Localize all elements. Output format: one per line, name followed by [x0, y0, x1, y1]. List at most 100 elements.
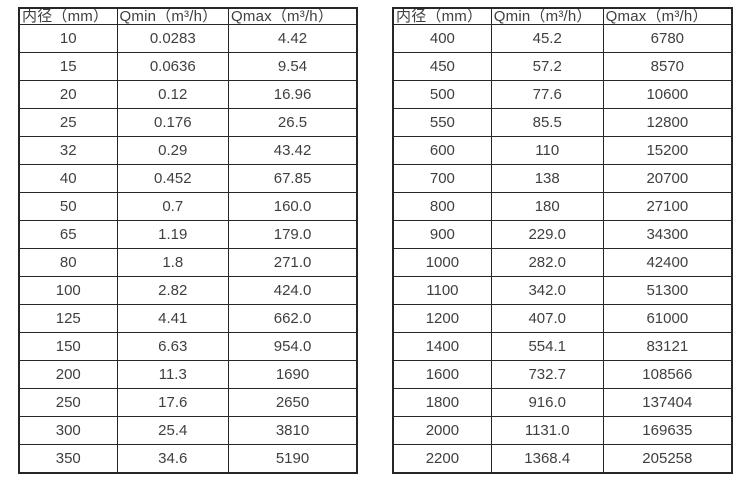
- table-cell: 2.82: [116, 275, 230, 305]
- table-cell: 554.1: [490, 331, 604, 361]
- table-cell: 250: [18, 387, 118, 417]
- table-cell: 160.0: [228, 191, 358, 221]
- table-cell: 77.6: [490, 79, 604, 109]
- table-cell: 100: [18, 275, 118, 305]
- table-cell: 2000: [392, 415, 492, 445]
- table-row: 1600 732.7 108566: [392, 359, 733, 389]
- table-row: 25 0.176 26.5: [18, 107, 358, 137]
- table-cell: 20700: [602, 163, 733, 193]
- table-cell: 180: [490, 191, 604, 221]
- table-row: 250 17.6 2650: [18, 387, 358, 417]
- table-cell: 900: [392, 219, 492, 249]
- table-row: 550 85.5 12800: [392, 107, 733, 137]
- table-cell: 150: [18, 331, 118, 361]
- table-cell: 10600: [602, 79, 733, 109]
- table-cell: 205258: [602, 443, 733, 474]
- table-cell: 4.41: [116, 303, 230, 333]
- table-cell: 300: [18, 415, 118, 445]
- table-row: 500 77.6 10600: [392, 79, 733, 109]
- table-row: 200 11.3 1690: [18, 359, 358, 389]
- table-cell: 0.0283: [116, 24, 230, 53]
- table-row: 125 4.41 662.0: [18, 303, 358, 333]
- table-cell: 32: [18, 135, 118, 165]
- table-row: 350 34.6 5190: [18, 443, 358, 474]
- table-row: 1800 916.0 137404: [392, 387, 733, 417]
- table-cell: 1100: [392, 275, 492, 305]
- table-cell: 550: [392, 107, 492, 137]
- table-cell: 8570: [602, 51, 733, 81]
- table-cell: 17.6: [116, 387, 230, 417]
- table-cell: 1690: [228, 359, 358, 389]
- header-row: 内径（mm） Qmin（m³/h） Qmax（m³/h）: [18, 7, 358, 25]
- table-cell: 34.6: [116, 443, 230, 474]
- table-cell: 2650: [228, 387, 358, 417]
- table-row: 300 25.4 3810: [18, 415, 358, 445]
- table-cell: 40: [18, 163, 118, 193]
- table-cell: 0.452: [116, 163, 230, 193]
- table-cell: 5190: [228, 443, 358, 474]
- table-cell: 11.3: [116, 359, 230, 389]
- table-cell: 0.7: [116, 191, 230, 221]
- table-row: 400 45.2 6780: [392, 24, 733, 53]
- table-cell: 65: [18, 219, 118, 249]
- table-cell: 61000: [602, 303, 733, 333]
- table-cell: 0.0636: [116, 51, 230, 81]
- table-cell: 662.0: [228, 303, 358, 333]
- table-cell: 80: [18, 247, 118, 277]
- table-row: 100 2.82 424.0: [18, 275, 358, 305]
- table-cell: 138: [490, 163, 604, 193]
- table-cell: 1600: [392, 359, 492, 389]
- header-inner-diameter: 内径（mm）: [392, 7, 492, 25]
- table-cell: 15200: [602, 135, 733, 165]
- header-qmax: Qmax（m³/h）: [602, 7, 733, 25]
- table-row: 2000 1131.0 169635: [392, 415, 733, 445]
- table-cell: 271.0: [228, 247, 358, 277]
- table-cell: 179.0: [228, 219, 358, 249]
- table-body: 10 0.0283 4.42 15 0.0636 9.54 20 0.12 16.96 25 0.1…: [18, 24, 358, 474]
- table-cell: 45.2: [490, 24, 604, 53]
- table-cell: 25: [18, 107, 118, 137]
- table-cell: 0.12: [116, 79, 230, 109]
- table-row: 32 0.29 43.42: [18, 135, 358, 165]
- table-cell: 1400: [392, 331, 492, 361]
- flow-table-large-diameters: 内径（mm） Qmin（m³/h） Qmax（m³/h） 400 45.2 6780…: [392, 7, 733, 474]
- table-cell: 424.0: [228, 275, 358, 305]
- table-cell: 1368.4: [490, 443, 604, 474]
- table-cell: 700: [392, 163, 492, 193]
- table-row: 700 138 20700: [392, 163, 733, 193]
- table-cell: 3810: [228, 415, 358, 445]
- header-row: 内径（mm） Qmin（m³/h） Qmax（m³/h）: [392, 7, 733, 25]
- table-row: 20 0.12 16.96: [18, 79, 358, 109]
- table-cell: 6780: [602, 24, 733, 53]
- table-row: 1400 554.1 83121: [392, 331, 733, 361]
- table-cell: 450: [392, 51, 492, 81]
- table-row: 65 1.19 179.0: [18, 219, 358, 249]
- table-cell: 125: [18, 303, 118, 333]
- header-inner-diameter: 内径（mm）: [18, 7, 118, 25]
- table-row: 450 57.2 8570: [392, 51, 733, 81]
- table-cell: 12800: [602, 107, 733, 137]
- table-cell: 0.176: [116, 107, 230, 137]
- table-cell: 26.5: [228, 107, 358, 137]
- table-cell: 1000: [392, 247, 492, 277]
- table-row: 40 0.452 67.85: [18, 163, 358, 193]
- table-cell: 954.0: [228, 331, 358, 361]
- table-row: 2200 1368.4 205258: [392, 443, 733, 474]
- table-cell: 67.85: [228, 163, 358, 193]
- header-qmin: Qmin（m³/h）: [490, 7, 604, 25]
- table-cell: 500: [392, 79, 492, 109]
- table-cell: 342.0: [490, 275, 604, 305]
- table-row: 80 1.8 271.0: [18, 247, 358, 277]
- table-cell: 34300: [602, 219, 733, 249]
- table-cell: 27100: [602, 191, 733, 221]
- table-cell: 16.96: [228, 79, 358, 109]
- table-row: 900 229.0 34300: [392, 219, 733, 249]
- table-cell: 282.0: [490, 247, 604, 277]
- table-row: 800 180 27100: [392, 191, 733, 221]
- table-cell: 15: [18, 51, 118, 81]
- table-cell: 600: [392, 135, 492, 165]
- table-cell: 800: [392, 191, 492, 221]
- table-cell: 2200: [392, 443, 492, 474]
- table-cell: 200: [18, 359, 118, 389]
